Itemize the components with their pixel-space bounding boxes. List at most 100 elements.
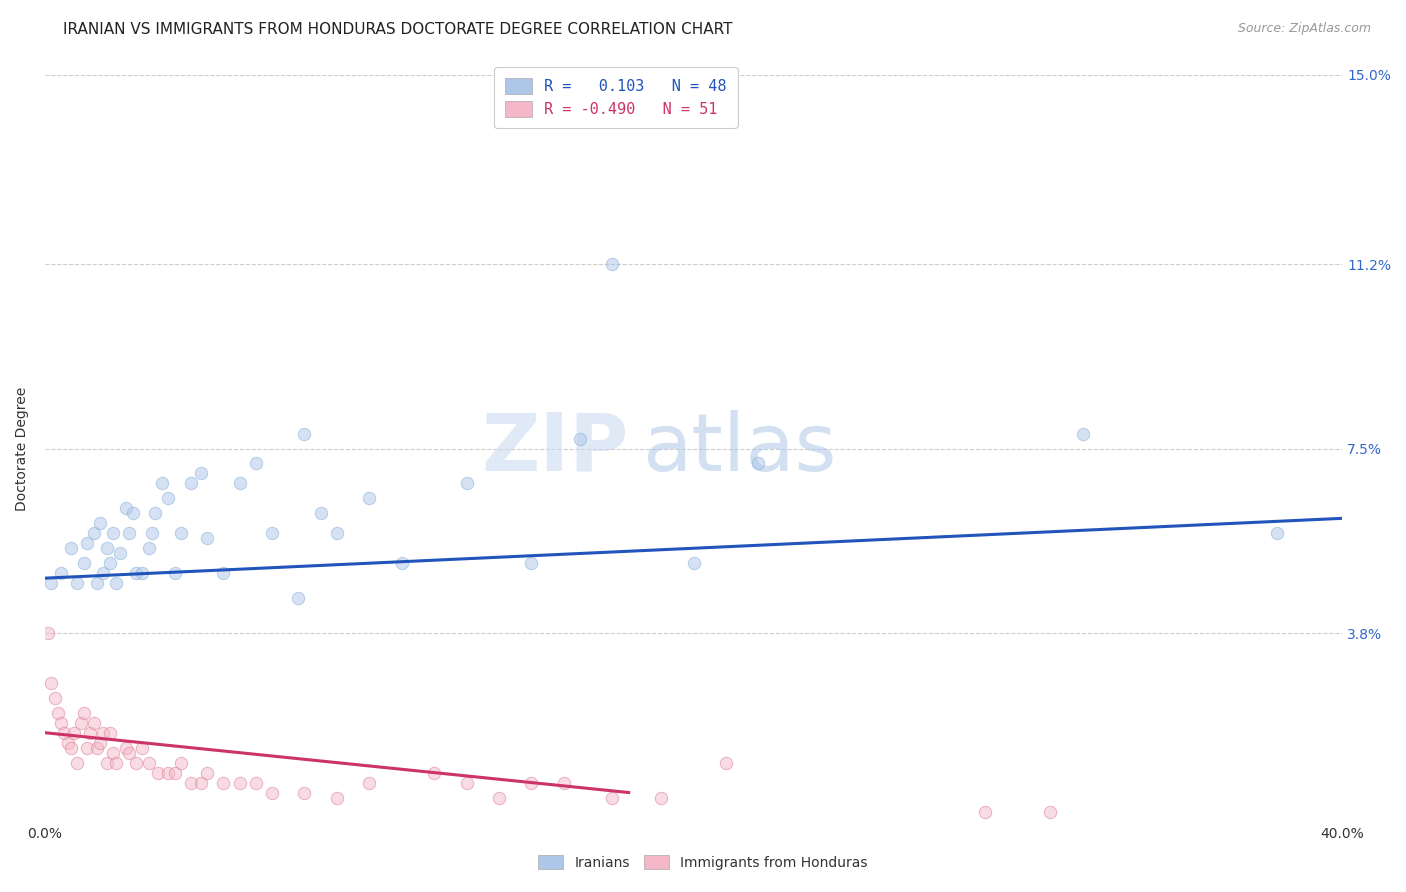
Point <box>63 725 86 739</box>
Point <box>212 775 235 789</box>
Point <box>66 576 89 591</box>
Point <box>89 516 111 531</box>
Point <box>115 740 138 755</box>
Point <box>56 736 79 750</box>
Point <box>83 526 105 541</box>
Point <box>391 556 413 570</box>
Point <box>105 756 128 770</box>
Point <box>115 501 138 516</box>
Point <box>287 591 309 606</box>
Point <box>98 556 121 570</box>
Point <box>260 786 283 800</box>
Point <box>423 765 446 780</box>
Text: IRANIAN VS IMMIGRANTS FROM HONDURAS DOCTORATE DEGREE CORRELATION CHART: IRANIAN VS IMMIGRANTS FROM HONDURAS DOCT… <box>63 22 733 37</box>
Point <box>73 706 96 720</box>
Point <box>118 526 141 541</box>
Point <box>98 725 121 739</box>
Point <box>143 507 166 521</box>
Point <box>101 526 124 541</box>
Point <box>195 531 218 545</box>
Point <box>714 756 737 770</box>
Point <box>125 756 148 770</box>
Point <box>326 526 349 541</box>
Point <box>228 476 250 491</box>
Point <box>228 775 250 789</box>
Point <box>150 476 173 491</box>
Point <box>86 576 108 591</box>
Y-axis label: Doctorate Degree: Doctorate Degree <box>15 386 30 510</box>
Text: atlas: atlas <box>641 409 837 488</box>
Point <box>44 690 66 705</box>
Point <box>212 566 235 581</box>
Point <box>76 740 98 755</box>
Point <box>190 775 212 789</box>
Point <box>747 457 769 471</box>
Point <box>359 491 381 506</box>
Point <box>83 715 105 730</box>
Point <box>148 765 170 780</box>
Point <box>105 576 128 591</box>
Point <box>59 541 82 556</box>
Point <box>141 526 163 541</box>
Point <box>170 526 193 541</box>
Point <box>520 775 543 789</box>
Point <box>131 740 153 755</box>
Point <box>170 756 193 770</box>
Legend: R =   0.103   N = 48, R = -0.490   N = 51: R = 0.103 N = 48, R = -0.490 N = 51 <box>494 67 738 128</box>
Point <box>190 467 212 481</box>
Point <box>157 491 180 506</box>
Point <box>37 626 59 640</box>
Point <box>553 775 575 789</box>
Point <box>46 706 69 720</box>
Point <box>138 756 160 770</box>
Point <box>131 566 153 581</box>
Point <box>41 576 63 591</box>
Point <box>41 676 63 690</box>
Point <box>602 790 624 805</box>
Point <box>86 740 108 755</box>
Point <box>602 257 624 271</box>
Point <box>456 476 478 491</box>
Point <box>118 746 141 760</box>
Point <box>101 746 124 760</box>
Point <box>650 790 672 805</box>
Point <box>163 765 186 780</box>
Point <box>163 566 186 581</box>
Point <box>69 715 91 730</box>
Text: ZIP: ZIP <box>481 409 628 488</box>
Point <box>53 725 76 739</box>
Point <box>456 775 478 789</box>
Point <box>108 546 131 560</box>
Point <box>1039 805 1062 820</box>
Point <box>974 805 997 820</box>
Point <box>66 756 89 770</box>
Point <box>294 786 316 800</box>
Point <box>121 507 143 521</box>
Point <box>180 775 202 789</box>
Point <box>96 756 118 770</box>
Point <box>682 556 704 570</box>
Point <box>76 536 98 550</box>
Point <box>488 790 510 805</box>
Point <box>93 566 115 581</box>
Point <box>245 775 267 789</box>
Point <box>73 556 96 570</box>
Point <box>51 566 73 581</box>
Legend: Iranians, Immigrants from Honduras: Iranians, Immigrants from Honduras <box>530 847 876 878</box>
Point <box>79 725 101 739</box>
Point <box>195 765 218 780</box>
Point <box>89 736 111 750</box>
Point <box>125 566 148 581</box>
Point <box>180 476 202 491</box>
Point <box>294 426 316 441</box>
Point <box>359 775 381 789</box>
Point <box>1265 526 1288 541</box>
Point <box>1071 426 1094 441</box>
Point <box>93 725 115 739</box>
Point <box>138 541 160 556</box>
Point <box>245 457 267 471</box>
Point <box>326 790 349 805</box>
Point <box>569 432 592 446</box>
Point <box>520 556 543 570</box>
Text: Source: ZipAtlas.com: Source: ZipAtlas.com <box>1237 22 1371 36</box>
